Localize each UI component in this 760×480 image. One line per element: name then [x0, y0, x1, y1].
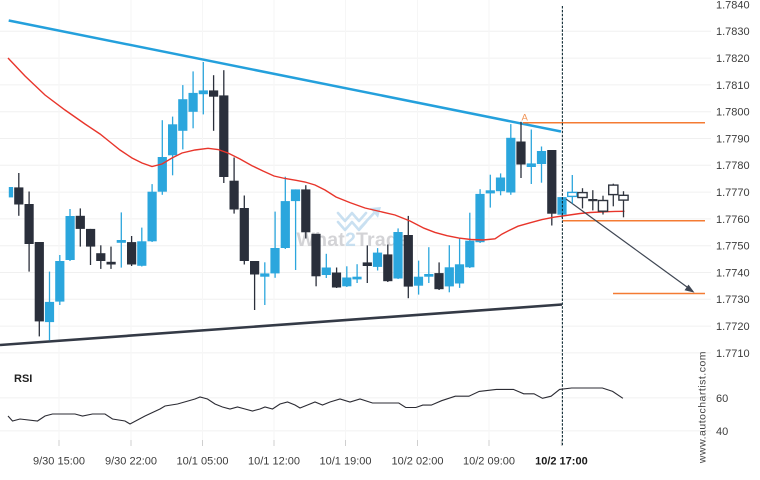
svg-text:10/1 12:00: 10/1 12:00	[248, 456, 300, 468]
svg-text:1.7770: 1.7770	[716, 187, 750, 199]
svg-text:10/2 09:00: 10/2 09:00	[463, 456, 515, 468]
svg-text:www.autochartist.com: www.autochartist.com	[697, 351, 709, 464]
svg-text:40: 40	[716, 426, 728, 438]
svg-text:1.7780: 1.7780	[716, 160, 750, 172]
svg-text:1.7710: 1.7710	[716, 348, 750, 360]
svg-text:10/1 19:00: 10/1 19:00	[320, 456, 372, 468]
svg-text:10/1 05:00: 10/1 05:00	[177, 456, 229, 468]
svg-text:What2Trade: What2Trade	[297, 229, 410, 251]
svg-text:1.7760: 1.7760	[716, 214, 750, 226]
svg-text:1.7810: 1.7810	[716, 80, 750, 92]
svg-text:1.7740: 1.7740	[716, 267, 750, 279]
svg-text:1.7820: 1.7820	[716, 53, 750, 65]
svg-text:1.7790: 1.7790	[716, 133, 750, 145]
svg-text:60: 60	[716, 393, 728, 405]
svg-text:10/2 02:00: 10/2 02:00	[392, 456, 444, 468]
svg-text:1.7800: 1.7800	[716, 107, 750, 119]
svg-text:1.7720: 1.7720	[716, 321, 750, 333]
svg-text:RSI: RSI	[14, 373, 32, 385]
svg-text:1.7750: 1.7750	[716, 241, 750, 253]
svg-text:1.7840: 1.7840	[716, 0, 750, 11]
svg-text:A: A	[522, 112, 529, 123]
svg-text:1.7830: 1.7830	[716, 26, 750, 38]
svg-text:9/30 22:00: 9/30 22:00	[105, 456, 157, 468]
svg-text:1.7730: 1.7730	[716, 294, 750, 306]
svg-text:10/2 17:00: 10/2 17:00	[535, 456, 588, 468]
svg-text:9/30 15:00: 9/30 15:00	[33, 456, 85, 468]
